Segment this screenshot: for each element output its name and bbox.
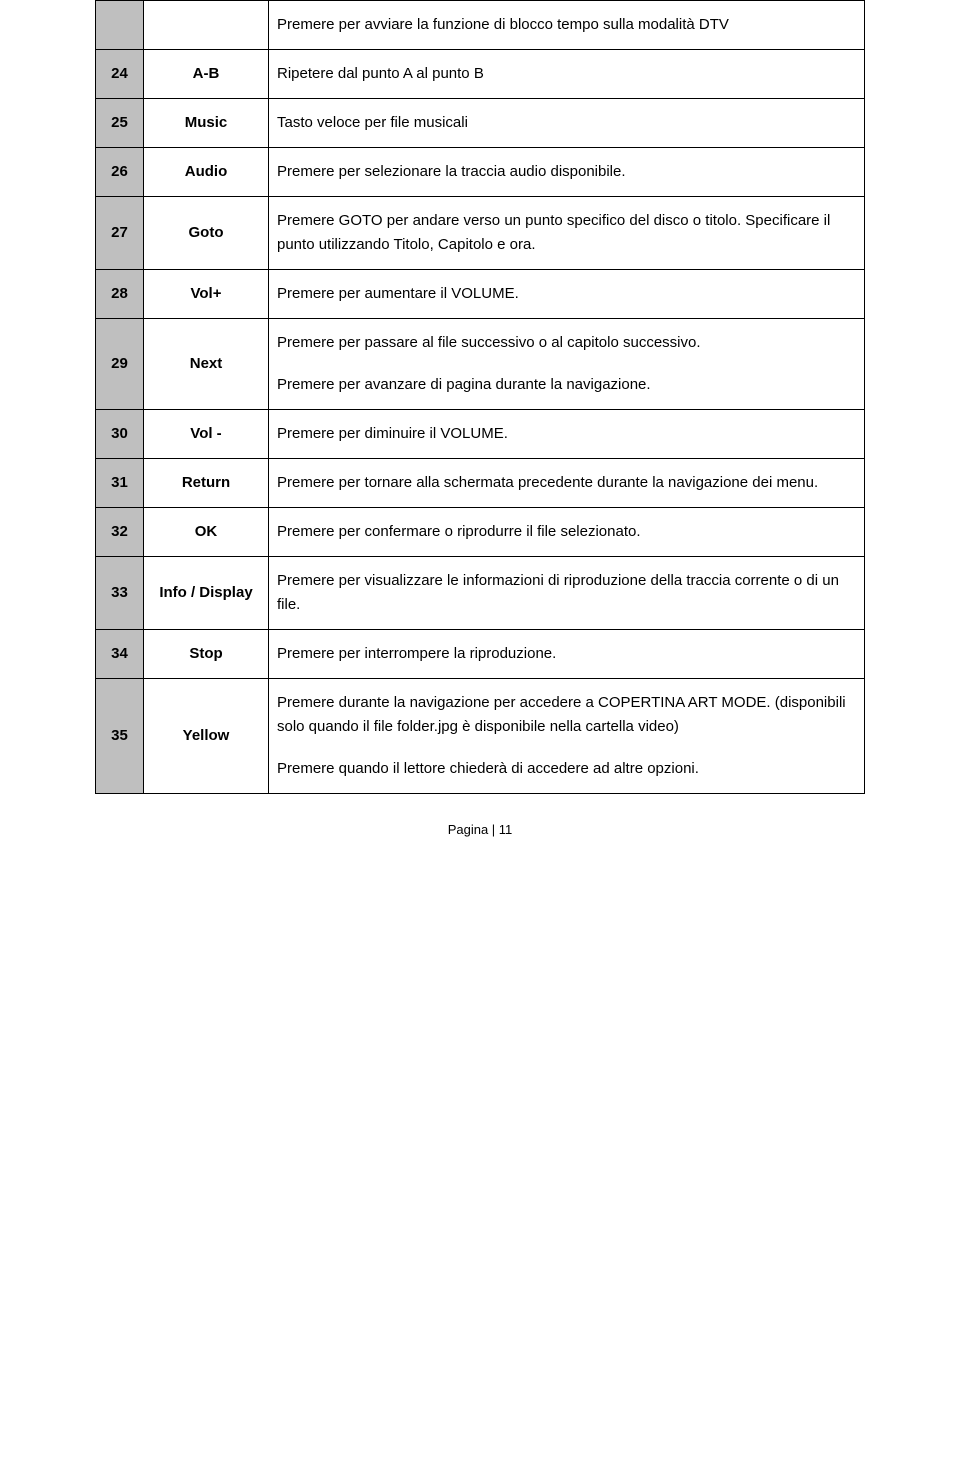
table-row: 29Next Premere per passare al file succes… — [96, 319, 865, 410]
row-number: 35 — [96, 679, 144, 794]
table-row: 31Return Premere per tornare alla scherma… — [96, 459, 865, 508]
remote-keys-table: Premere per avviare la funzione di blocc… — [95, 0, 865, 794]
table-row: Premere per avviare la funzione di blocc… — [96, 1, 865, 50]
table-row: 25Music Tasto veloce per file musicali — [96, 99, 865, 148]
table-row: 28Vol+ Premere per aumentare il VOLUME. — [96, 270, 865, 319]
row-description: Premere per passare al file successivo o… — [269, 319, 865, 410]
row-key: Next — [144, 319, 269, 410]
row-description: Premere per visualizzare le informazioni… — [269, 557, 865, 630]
document-page: Premere per avviare la funzione di blocc… — [0, 0, 960, 867]
row-description: Premere per diminuire il VOLUME. — [269, 410, 865, 459]
description-text: Ripetere dal punto A al punto B — [277, 62, 856, 86]
table-row: 32OK Premere per confermare o riprodurre … — [96, 508, 865, 557]
table-row: 27GotoPremere GOTO per andare verso un p… — [96, 197, 865, 270]
row-description: Tasto veloce per file musicali — [269, 99, 865, 148]
row-number: 34 — [96, 630, 144, 679]
description-text: Premere GOTO per andare verso un punto s… — [277, 209, 856, 257]
row-description: Premere per selezionare la traccia audio… — [269, 148, 865, 197]
row-description: Premere per avviare la funzione di blocc… — [269, 1, 865, 50]
table-row: 34Stop Premere per interrompere la riprod… — [96, 630, 865, 679]
description-text: Premere per visualizzare le informazioni… — [277, 569, 856, 617]
row-description: Premere per tornare alla schermata prece… — [269, 459, 865, 508]
table-row: 33Info / DisplayPremere per visualizzare… — [96, 557, 865, 630]
description-text: Premere per passare al file successivo o… — [277, 331, 856, 355]
description-text: Premere per selezionare la traccia audio… — [277, 160, 856, 184]
row-number: 25 — [96, 99, 144, 148]
row-key: Goto — [144, 197, 269, 270]
row-number: 24 — [96, 50, 144, 99]
table-row: 26Audio Premere per selezionare la tracci… — [96, 148, 865, 197]
description-text: Tasto veloce per file musicali — [277, 111, 856, 135]
row-number: 33 — [96, 557, 144, 630]
row-number: 26 — [96, 148, 144, 197]
row-description: Ripetere dal punto A al punto B — [269, 50, 865, 99]
row-key: Return — [144, 459, 269, 508]
description-text: Premere durante la navigazione per acced… — [277, 691, 856, 739]
table-row: 35YellowPremere durante la navigazione p… — [96, 679, 865, 794]
row-description: Premere per confermare o riprodurre il f… — [269, 508, 865, 557]
page-footer: Pagina | 11 — [95, 822, 865, 837]
row-key: Vol - — [144, 410, 269, 459]
row-number — [96, 1, 144, 50]
row-description: Premere GOTO per andare verso un punto s… — [269, 197, 865, 270]
description-text: Premere per aumentare il VOLUME. — [277, 282, 856, 306]
row-key: Audio — [144, 148, 269, 197]
description-text: Premere quando il lettore chiederà di ac… — [277, 757, 856, 781]
description-text: Premere per diminuire il VOLUME. — [277, 422, 856, 446]
row-number: 30 — [96, 410, 144, 459]
row-description: Premere durante la navigazione per acced… — [269, 679, 865, 794]
row-number: 31 — [96, 459, 144, 508]
row-key — [144, 1, 269, 50]
row-key: OK — [144, 508, 269, 557]
description-text: Premere per tornare alla schermata prece… — [277, 471, 856, 495]
row-number: 28 — [96, 270, 144, 319]
row-key: Stop — [144, 630, 269, 679]
row-key: Vol+ — [144, 270, 269, 319]
row-number: 29 — [96, 319, 144, 410]
row-key: Yellow — [144, 679, 269, 794]
row-key: A-B — [144, 50, 269, 99]
description-text: Premere per interrompere la riproduzione… — [277, 642, 856, 666]
description-text: Premere per avviare la funzione di blocc… — [277, 13, 856, 37]
table-row: 24A-B Ripetere dal punto A al punto B — [96, 50, 865, 99]
description-text: Premere per avanzare di pagina durante l… — [277, 373, 856, 397]
row-description: Premere per interrompere la riproduzione… — [269, 630, 865, 679]
row-number: 32 — [96, 508, 144, 557]
description-text: Premere per confermare o riprodurre il f… — [277, 520, 856, 544]
row-key: Info / Display — [144, 557, 269, 630]
table-row: 30Vol - Premere per diminuire il VOLUME. — [96, 410, 865, 459]
row-key: Music — [144, 99, 269, 148]
row-description: Premere per aumentare il VOLUME. — [269, 270, 865, 319]
row-number: 27 — [96, 197, 144, 270]
